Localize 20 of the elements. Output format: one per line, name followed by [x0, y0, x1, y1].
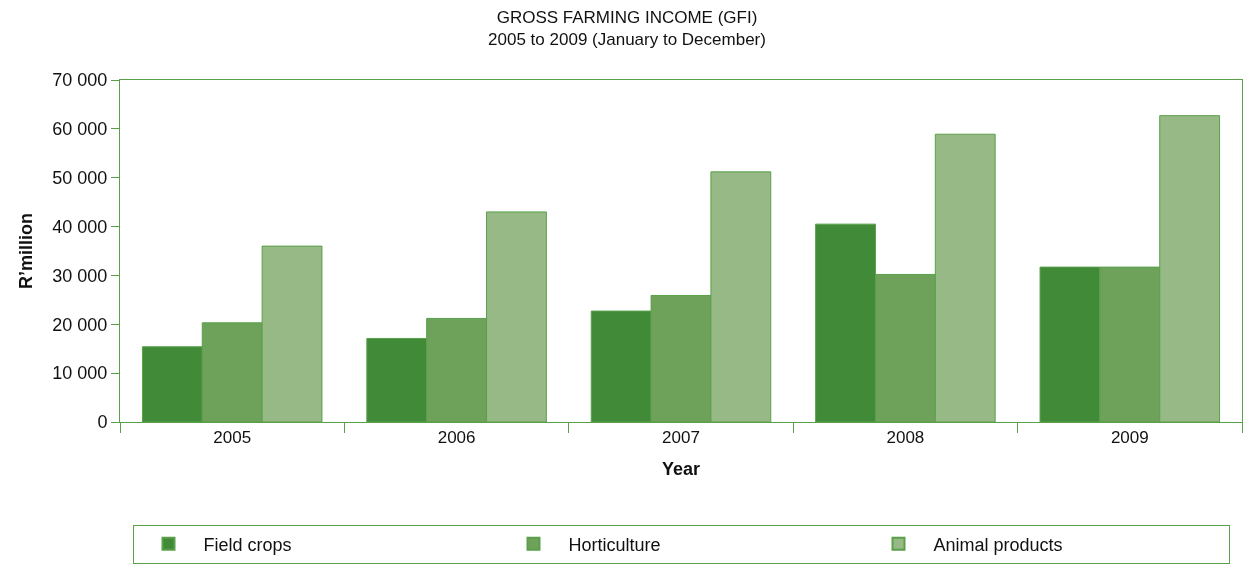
x-tick-label: 2005 [213, 428, 252, 448]
legend-label: Animal products [933, 534, 1063, 555]
x-tick-label: 2008 [886, 428, 925, 448]
y-tick-label: 10 000 [52, 363, 108, 384]
chart-title: GROSS FARMING INCOME (GFI) [496, 8, 758, 28]
legend-label: Horticulture [568, 534, 661, 555]
chart-subtitle: 2005 to 2009 (January to December) [488, 30, 766, 50]
y-axis-title: R’million [15, 213, 36, 289]
x-tick-label: 2006 [437, 428, 476, 448]
y-tick-label: 20 000 [52, 314, 108, 335]
legend-label: Field crops [203, 534, 292, 555]
y-tick-label: 60 000 [52, 119, 108, 140]
y-tick-label: 30 000 [52, 265, 108, 286]
y-tick-label: 50 000 [52, 168, 108, 189]
x-tick-label: 2009 [1110, 428, 1149, 448]
y-tick-label: 40 000 [52, 216, 108, 237]
x-axis-title: Year [661, 458, 701, 479]
x-tick-label: 2007 [662, 428, 700, 448]
y-tick-label: 0 [97, 412, 108, 433]
y-tick-label: 70 000 [52, 70, 108, 91]
